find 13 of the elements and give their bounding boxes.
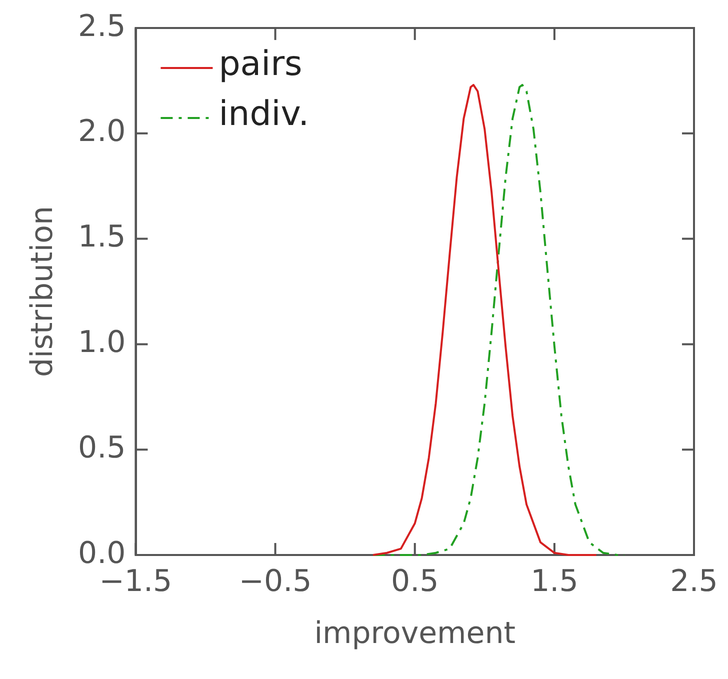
y-tick-label: 0.5 — [78, 430, 126, 466]
y-tick-label: 2.0 — [78, 114, 126, 150]
y-axis-title: distribution — [24, 206, 60, 377]
legend-label: indiv. — [218, 94, 310, 134]
y-tick-label: 1.0 — [78, 324, 126, 360]
x-tick-label: 2.5 — [670, 564, 718, 599]
x-tick-label: 1.5 — [530, 564, 578, 599]
y-tick-label: 1.5 — [78, 220, 126, 255]
x-tick-label: 0.5 — [390, 564, 439, 599]
x-tick-label: −0.5 — [238, 564, 312, 599]
legend-label: pairs — [218, 44, 302, 84]
y-tick-label: 2.5 — [78, 8, 126, 44]
x-axis-title: improvement — [314, 616, 516, 651]
